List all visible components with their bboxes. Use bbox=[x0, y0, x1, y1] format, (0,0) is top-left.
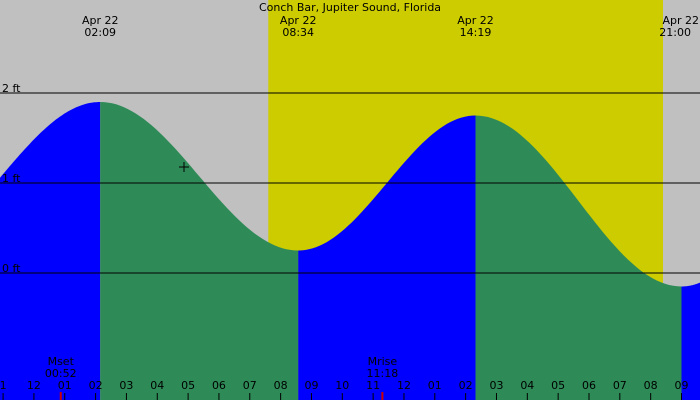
x-tick-label: 05 bbox=[181, 379, 195, 392]
event-date-label: Apr 22 bbox=[662, 14, 699, 27]
y-tick-label: 1 ft bbox=[2, 172, 21, 185]
event-time-label: 21:00 bbox=[659, 26, 691, 39]
x-tick-label: 12 bbox=[27, 379, 41, 392]
x-tick-label: 09 bbox=[304, 379, 318, 392]
y-tick-label: 0 ft bbox=[2, 262, 21, 275]
moon-event-label: Mrise bbox=[368, 355, 398, 368]
x-tick-label: 09 bbox=[674, 379, 688, 392]
x-tick-label: 07 bbox=[243, 379, 257, 392]
moon-event-time: 11:18 bbox=[367, 367, 399, 380]
event-time-label: 14:19 bbox=[460, 26, 492, 39]
moon-event-time: 00:52 bbox=[45, 367, 77, 380]
x-tick-label: 04 bbox=[150, 379, 164, 392]
x-tick-label: 07 bbox=[613, 379, 627, 392]
x-tick-label: 03 bbox=[489, 379, 503, 392]
event-date-label: Apr 22 bbox=[457, 14, 494, 27]
x-tick-label: 06 bbox=[582, 379, 596, 392]
event-date-label: Apr 22 bbox=[82, 14, 119, 27]
falling-tide-area bbox=[475, 115, 682, 400]
moon-event-label: Mset bbox=[48, 355, 75, 368]
y-axis-labels: 0 ft 1 ft 2 ft bbox=[2, 82, 21, 275]
rising-tide-area bbox=[681, 282, 700, 400]
y-tick-label: 2 ft bbox=[2, 82, 21, 95]
x-tick-label: 03 bbox=[119, 379, 133, 392]
event-time-label: 08:34 bbox=[282, 26, 314, 39]
x-tick-label: 05 bbox=[551, 379, 565, 392]
event-date-label: Apr 22 bbox=[280, 14, 317, 27]
x-tick-label: 01 bbox=[428, 379, 442, 392]
x-tick-label: 10 bbox=[335, 379, 349, 392]
event-time-label: 02:09 bbox=[84, 26, 116, 39]
tide-areas bbox=[0, 102, 700, 400]
x-tick-label: 11 bbox=[366, 379, 380, 392]
x-tick-label: 02 bbox=[89, 379, 103, 392]
falling-tide-area bbox=[100, 102, 299, 400]
x-tick-label: 01 bbox=[58, 379, 72, 392]
rising-tide-area bbox=[0, 102, 101, 400]
crosshair-cursor bbox=[179, 162, 189, 172]
x-tick-label: 04 bbox=[520, 379, 534, 392]
x-tick-label: 08 bbox=[274, 379, 288, 392]
x-axis-ticks: 1 12 01 02 03 04 05 06 07 08 09 10 11 12 01 02 03 04 05 06 0… bbox=[0, 379, 688, 400]
x-tick-label: 08 bbox=[644, 379, 658, 392]
rising-tide-area bbox=[298, 115, 476, 400]
x-tick-label: 12 bbox=[397, 379, 411, 392]
x-tick-label: 06 bbox=[212, 379, 226, 392]
x-tick-label: 1 bbox=[0, 379, 7, 392]
x-tick-label: 02 bbox=[459, 379, 473, 392]
chart-title: Conch Bar, Jupiter Sound, Florida bbox=[259, 1, 441, 14]
gridlines bbox=[0, 92, 700, 274]
